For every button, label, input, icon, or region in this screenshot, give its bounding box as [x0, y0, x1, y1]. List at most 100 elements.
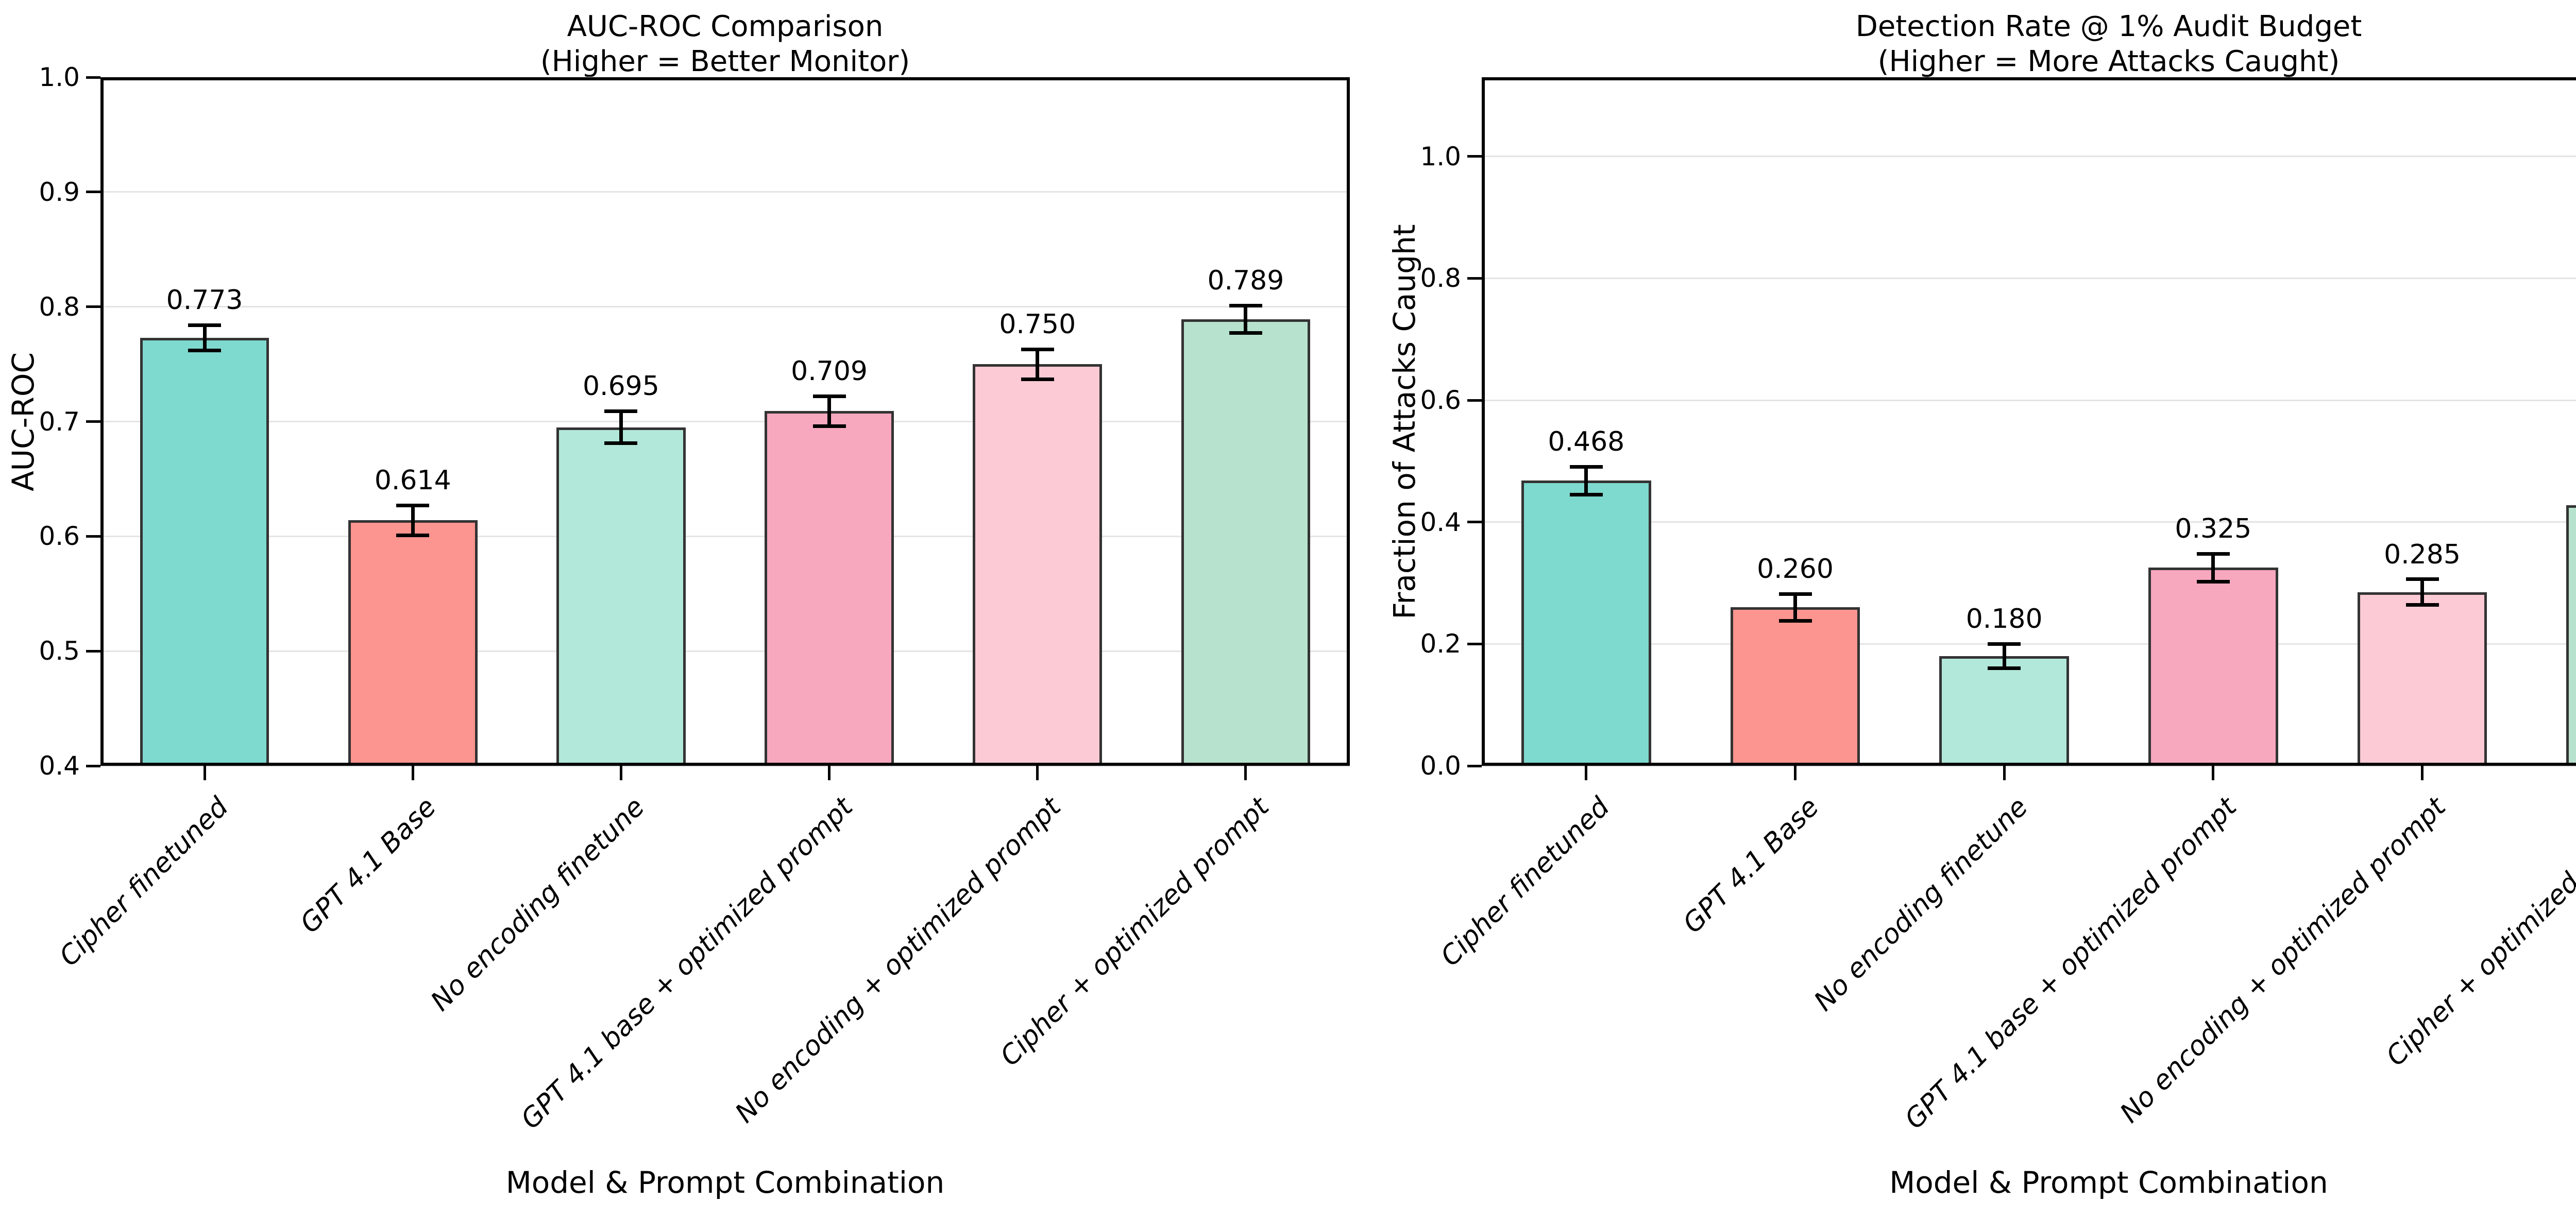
error-bar-cap-bottom: [812, 424, 846, 428]
category-label: No encoding finetune: [1808, 792, 2034, 1017]
gridline: [1482, 399, 2576, 401]
y-tick-label: 0.6: [1420, 385, 1461, 416]
x-tick: [828, 766, 831, 780]
error-bar-cap-bottom: [1778, 619, 1812, 623]
bar-value-label: 0.695: [582, 371, 659, 402]
gridline: [100, 191, 1350, 193]
bar-value-label: 0.750: [999, 309, 1076, 340]
bar-2: [1730, 607, 1860, 766]
gridline: [1482, 156, 2576, 158]
error-bar: [619, 411, 623, 443]
bar-4: [2148, 568, 2278, 766]
y-tick-label: 0.0: [1420, 751, 1461, 781]
chart-subtitle: (Higher = More Attacks Caught): [1877, 45, 2340, 78]
y-tick: [86, 305, 100, 308]
x-tick: [2212, 766, 2215, 780]
bar-6: [1181, 319, 1311, 766]
x-tick: [619, 766, 622, 780]
y-tick-label: 0.9: [39, 177, 80, 207]
category-label: GPT 4.1 Base: [294, 792, 443, 939]
gridline: [1482, 277, 2576, 279]
y-tick-label: 0.7: [39, 406, 80, 437]
error-bar-cap-bottom: [396, 533, 430, 537]
y-tick: [86, 649, 100, 653]
error-bar-cap-top: [2196, 552, 2230, 556]
error-bar: [827, 396, 832, 426]
category-label: GPT 4.1 base + optimized prompt: [1899, 792, 2243, 1136]
gridline: [100, 650, 1350, 652]
y-tick-label: 0.6: [39, 521, 80, 552]
error-bar-cap-top: [1988, 642, 2021, 646]
error-bar-cap-bottom: [1229, 331, 1262, 335]
error-bar-cap-bottom: [1569, 492, 1603, 496]
x-tick: [2003, 766, 2006, 780]
y-tick-label: 0.4: [1420, 507, 1461, 537]
x-tick: [411, 766, 414, 780]
bar-5: [973, 364, 1103, 766]
gridline: [100, 421, 1350, 422]
chart-subtitle: (Higher = Better Monitor): [540, 45, 910, 78]
x-tick: [1585, 766, 1588, 780]
y-tick: [1467, 642, 1482, 645]
x-tick: [1244, 766, 1247, 780]
y-tick: [1467, 155, 1482, 158]
error-bar-cap-bottom: [604, 441, 638, 445]
error-bar-cap-top: [2405, 577, 2439, 581]
error-bar-cap-top: [1569, 465, 1603, 469]
bar-value-label: 0.789: [1207, 265, 1284, 297]
bar-value-label: 0.180: [1965, 604, 2043, 635]
y-tick: [86, 764, 100, 767]
error-bar: [2420, 579, 2424, 605]
y-tick-label: 0.5: [39, 636, 80, 666]
error-bar-cap-bottom: [1021, 377, 1054, 381]
y-tick: [1467, 399, 1482, 402]
y-tick: [1467, 521, 1482, 524]
x-tick: [203, 766, 206, 780]
error-bar: [202, 325, 207, 351]
category-label: No encoding finetune: [425, 792, 651, 1017]
error-bar: [1584, 467, 1588, 495]
y-tick: [86, 76, 100, 79]
chart-title: Detection Rate @ 1% Audit Budget: [1855, 10, 2362, 43]
gridline: [1482, 521, 2576, 523]
bar-value-label: 0.614: [374, 465, 451, 496]
error-bar: [2002, 644, 2006, 668]
error-bar: [411, 505, 415, 536]
y-tick-label: 0.8: [39, 291, 80, 322]
bar-value-label: 0.260: [1757, 554, 1834, 585]
error-bar-cap-bottom: [2196, 580, 2230, 584]
gridline: [1482, 765, 2576, 767]
category-label: Cipher finetuned: [53, 792, 234, 973]
error-bar: [1244, 305, 1248, 333]
y-tick-label: 0.4: [39, 751, 80, 781]
bar-3: [1939, 656, 2069, 766]
error-bar-cap-top: [1778, 592, 1812, 596]
x-axis-label: Model & Prompt Combination: [1889, 1165, 2328, 1200]
bar-6: [2566, 505, 2576, 766]
y-tick: [86, 191, 100, 194]
error-bar: [1793, 594, 1797, 621]
y-tick-label: 0.2: [1420, 629, 1461, 659]
gridline: [1482, 643, 2576, 645]
error-bar: [2211, 554, 2215, 582]
bar-value-label: 0.468: [1548, 426, 1625, 458]
bar-5: [2357, 592, 2487, 766]
error-bar-cap-top: [1229, 303, 1262, 307]
gridline: [100, 306, 1350, 308]
bar-2: [348, 520, 478, 766]
y-tick-label: 1.0: [39, 62, 80, 92]
gridline: [100, 765, 1350, 767]
error-bar-cap-bottom: [1988, 666, 2021, 671]
x-tick: [2421, 766, 2424, 780]
error-bar-cap-top: [188, 323, 222, 327]
bar-1: [1521, 481, 1651, 766]
error-bar-cap-top: [1021, 347, 1054, 351]
bar-3: [556, 427, 686, 766]
category-label: No encoding + optimized prompt: [2114, 792, 2452, 1129]
error-bar-cap-top: [604, 409, 638, 413]
chart-title: AUC-ROC Comparison: [567, 10, 884, 43]
x-axis-label: Model & Prompt Combination: [505, 1165, 945, 1200]
category-label: No encoding + optimized prompt: [730, 792, 1067, 1129]
bar-4: [765, 411, 894, 766]
